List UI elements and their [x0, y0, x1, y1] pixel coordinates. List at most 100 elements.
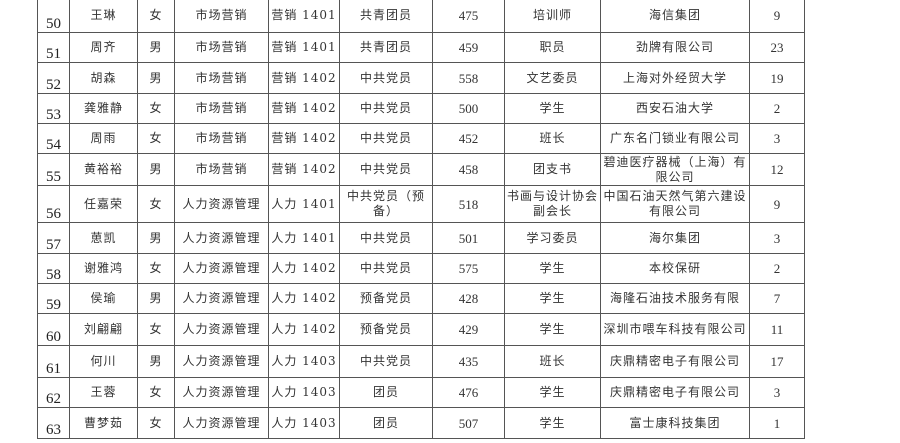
major-cell: 市场营销 [174, 32, 269, 63]
score-cell: 475 [432, 0, 505, 33]
table-row: 50 王琳女市场营销 营销 1401 共青团员 475 培训师 海信集团 9 [37, 0, 805, 33]
employer-cell: 中国石油天然气第六建设有限公司 [600, 185, 750, 223]
count-cell: 1 [749, 407, 805, 439]
table-row: 63 曹梦茹女人力资源管理 人力 1403 团员 507 学生 富士康科技集团 1 [37, 407, 805, 439]
row-number-cell: 62 [37, 377, 70, 408]
class-name-cell: 人力 1402 [268, 253, 340, 284]
gender-cell: 女 [137, 407, 175, 439]
class-name-cell: 人力 1403 [268, 377, 340, 408]
count-cell: 2 [749, 93, 805, 124]
employer-cell: 海信集团 [600, 0, 750, 33]
major-cell: 市场营销 [174, 0, 269, 33]
position-cell: 学生 [504, 377, 601, 408]
major-cell: 人力资源管理 [174, 345, 269, 378]
table-row: 54 周雨女市场营销 营销 1402 中共党员 452 班长 广东名门锁业有限公司 3 [37, 123, 805, 154]
count-cell: 23 [749, 32, 805, 63]
score-cell: 458 [432, 153, 505, 186]
count-cell: 3 [749, 377, 805, 408]
count-cell: 9 [749, 185, 805, 223]
row-number-cell: 59 [37, 283, 70, 314]
position-cell: 学生 [504, 253, 601, 284]
class-name-cell: 营销 1402 [268, 153, 340, 186]
major-cell: 人力资源管理 [174, 222, 269, 254]
class-name-cell: 营销 1401 [268, 32, 340, 63]
count-cell: 3 [749, 222, 805, 254]
position-cell: 培训师 [504, 0, 601, 33]
major-cell: 市场营销 [174, 62, 269, 94]
class-name-cell: 营销 1402 [268, 62, 340, 94]
score-cell: 428 [432, 283, 505, 314]
employer-cell: 广东名门锁业有限公司 [600, 123, 750, 154]
gender-cell: 女 [137, 253, 175, 284]
table-row: 52 胡森男市场营销 营销 1402 中共党员 558 文艺委员 上海对外经贸大学 19 [37, 62, 805, 94]
political-status-cell: 中共党员 [339, 345, 433, 378]
student-name-cell: 黄裕裕 [69, 153, 138, 186]
political-status-cell: 中共党员 [339, 222, 433, 254]
row-number-cell: 63 [37, 407, 70, 439]
class-name-cell: 营销 1402 [268, 123, 340, 154]
row-number-cell: 55 [37, 153, 70, 186]
gender-cell: 男 [137, 62, 175, 94]
employer-cell: 本校保研 [600, 253, 750, 284]
class-name-cell: 人力 1401 [268, 222, 340, 254]
table-row: 56 任嘉荣女人力资源管理 人力 1401 中共党员（预备） 518 书画与设计协会副会长… [37, 185, 805, 223]
student-name-cell: 王蓉 [69, 377, 138, 408]
table-row: 57 葸凯男人力资源管理 人力 1401 中共党员 501 学习委员 海尔集团 3 [37, 222, 805, 254]
major-cell: 人力资源管理 [174, 407, 269, 439]
political-status-cell: 中共党员 [339, 153, 433, 186]
student-name-cell: 周齐 [69, 32, 138, 63]
student-name-cell: 胡森 [69, 62, 138, 94]
political-status-cell: 共青团员 [339, 0, 433, 33]
student-name-cell: 侯瑜 [69, 283, 138, 314]
score-cell: 429 [432, 313, 505, 346]
count-cell: 12 [749, 153, 805, 186]
political-status-cell: 中共党员 [339, 123, 433, 154]
score-cell: 452 [432, 123, 505, 154]
employer-cell: 海隆石油技术服务有限 [600, 283, 750, 314]
count-cell: 9 [749, 0, 805, 33]
count-cell: 7 [749, 283, 805, 314]
major-cell: 人力资源管理 [174, 283, 269, 314]
employer-cell: 庆鼎精密电子有限公司 [600, 377, 750, 408]
row-number-cell: 51 [37, 32, 70, 63]
student-name-cell: 龚雅静 [69, 93, 138, 124]
student-name-cell: 王琳 [69, 0, 138, 33]
position-cell: 学习委员 [504, 222, 601, 254]
position-cell: 团支书 [504, 153, 601, 186]
count-cell: 2 [749, 253, 805, 284]
class-name-cell: 营销 1402 [268, 93, 340, 124]
gender-cell: 女 [137, 377, 175, 408]
row-number-cell: 61 [37, 345, 70, 378]
employer-cell: 海尔集团 [600, 222, 750, 254]
student-name-cell: 何川 [69, 345, 138, 378]
score-cell: 501 [432, 222, 505, 254]
row-number-cell: 54 [37, 123, 70, 154]
gender-cell: 女 [137, 313, 175, 346]
score-cell: 507 [432, 407, 505, 439]
row-number-cell: 52 [37, 62, 70, 94]
political-status-cell: 中共党员（预备） [339, 185, 433, 223]
count-cell: 17 [749, 345, 805, 378]
position-cell: 文艺委员 [504, 62, 601, 94]
row-number-cell: 58 [37, 253, 70, 284]
student-name-cell: 谢雅鸿 [69, 253, 138, 284]
gender-cell: 女 [137, 93, 175, 124]
student-name-cell: 曹梦茹 [69, 407, 138, 439]
table-row: 61 何川男人力资源管理 人力 1403 中共党员 435 班长 庆鼎精密电子有限公司 17 [37, 345, 805, 378]
count-cell: 3 [749, 123, 805, 154]
class-name-cell: 人力 1402 [268, 283, 340, 314]
student-name-cell: 任嘉荣 [69, 185, 138, 223]
political-status-cell: 团员 [339, 377, 433, 408]
major-cell: 市场营销 [174, 93, 269, 124]
row-number-cell: 60 [37, 313, 70, 346]
row-number-cell: 57 [37, 222, 70, 254]
class-name-cell: 人力 1403 [268, 407, 340, 439]
gender-cell: 女 [137, 0, 175, 33]
political-status-cell: 预备党员 [339, 313, 433, 346]
major-cell: 人力资源管理 [174, 313, 269, 346]
gender-cell: 男 [137, 345, 175, 378]
row-number-cell: 53 [37, 93, 70, 124]
gender-cell: 男 [137, 32, 175, 63]
political-status-cell: 中共党员 [339, 93, 433, 124]
score-cell: 500 [432, 93, 505, 124]
